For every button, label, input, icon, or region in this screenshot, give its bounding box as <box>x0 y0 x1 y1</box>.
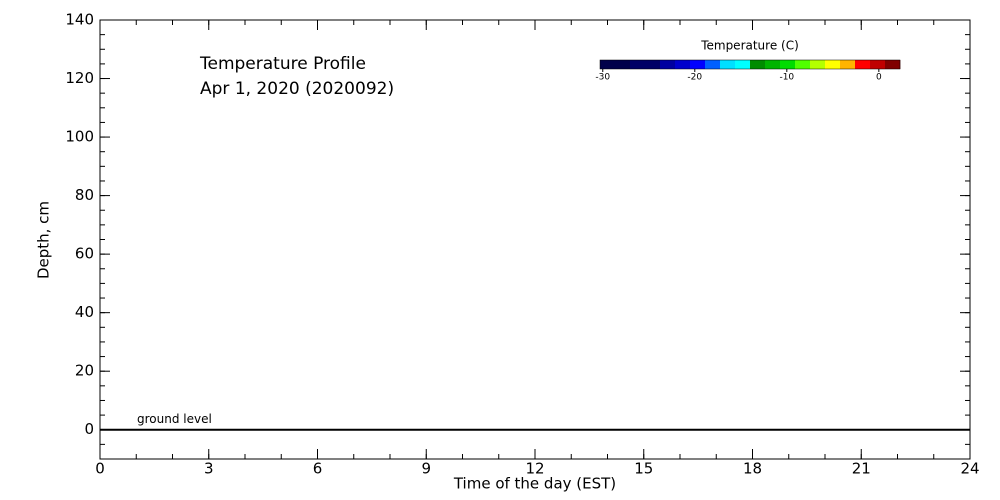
y-tick-label: 60 <box>75 245 94 263</box>
y-tick-label: 140 <box>65 11 94 29</box>
y-tick-label: 120 <box>65 69 94 87</box>
y-tick-label: 0 <box>84 420 94 438</box>
colorbar-tick-label: -30 <box>595 73 610 83</box>
colorbar-label: Temperature (C) <box>700 39 799 53</box>
colorbar-segment <box>825 60 841 69</box>
colorbar-segment <box>765 60 781 69</box>
colorbar-segment <box>750 60 766 69</box>
chart-subtitle: Apr 1, 2020 (2020092) <box>200 79 394 99</box>
colorbar-segment <box>795 60 811 69</box>
x-tick-label: 18 <box>743 460 762 478</box>
colorbar-segment <box>810 60 826 69</box>
x-axis-label: Time of the day (EST) <box>453 475 616 493</box>
y-tick-label: 20 <box>75 362 94 380</box>
colorbar-segment <box>840 60 856 69</box>
colorbar-segment <box>780 60 796 69</box>
colorbar-segment <box>855 60 871 69</box>
colorbar-tick-label: -10 <box>779 73 794 83</box>
colorbar-segment <box>705 60 721 69</box>
ground-label: ground level <box>137 412 212 426</box>
colorbar-segment <box>615 60 631 69</box>
colorbar-segment <box>870 60 886 69</box>
chart-title: Temperature Profile <box>199 54 366 74</box>
x-tick-label: 24 <box>960 460 979 478</box>
x-tick-label: 9 <box>421 460 431 478</box>
y-axis-label: Depth, cm <box>35 201 53 279</box>
colorbar-segment <box>720 60 736 69</box>
colorbar-frame <box>599 59 901 70</box>
colorbar-segment <box>735 60 751 69</box>
colorbar-tick-label: -20 <box>687 73 702 83</box>
y-tick-label: 100 <box>65 128 94 146</box>
colorbar-tick-label: 0 <box>876 73 882 83</box>
colorbar-segment <box>630 60 646 69</box>
x-tick-label: 6 <box>313 460 323 478</box>
x-tick-label: 0 <box>95 460 105 478</box>
x-tick-label: 15 <box>634 460 653 478</box>
colorbar-segment <box>600 60 616 69</box>
colorbar-segment <box>645 60 661 69</box>
colorbar-segment <box>885 60 901 69</box>
colorbar-segment <box>660 60 676 69</box>
x-tick-label: 21 <box>852 460 871 478</box>
y-tick-label: 40 <box>75 303 94 321</box>
x-tick-label: 12 <box>525 460 544 478</box>
x-tick-label: 3 <box>204 460 214 478</box>
colorbar-segment <box>690 60 706 69</box>
y-tick-label: 80 <box>75 186 94 204</box>
colorbar-segment <box>675 60 691 69</box>
